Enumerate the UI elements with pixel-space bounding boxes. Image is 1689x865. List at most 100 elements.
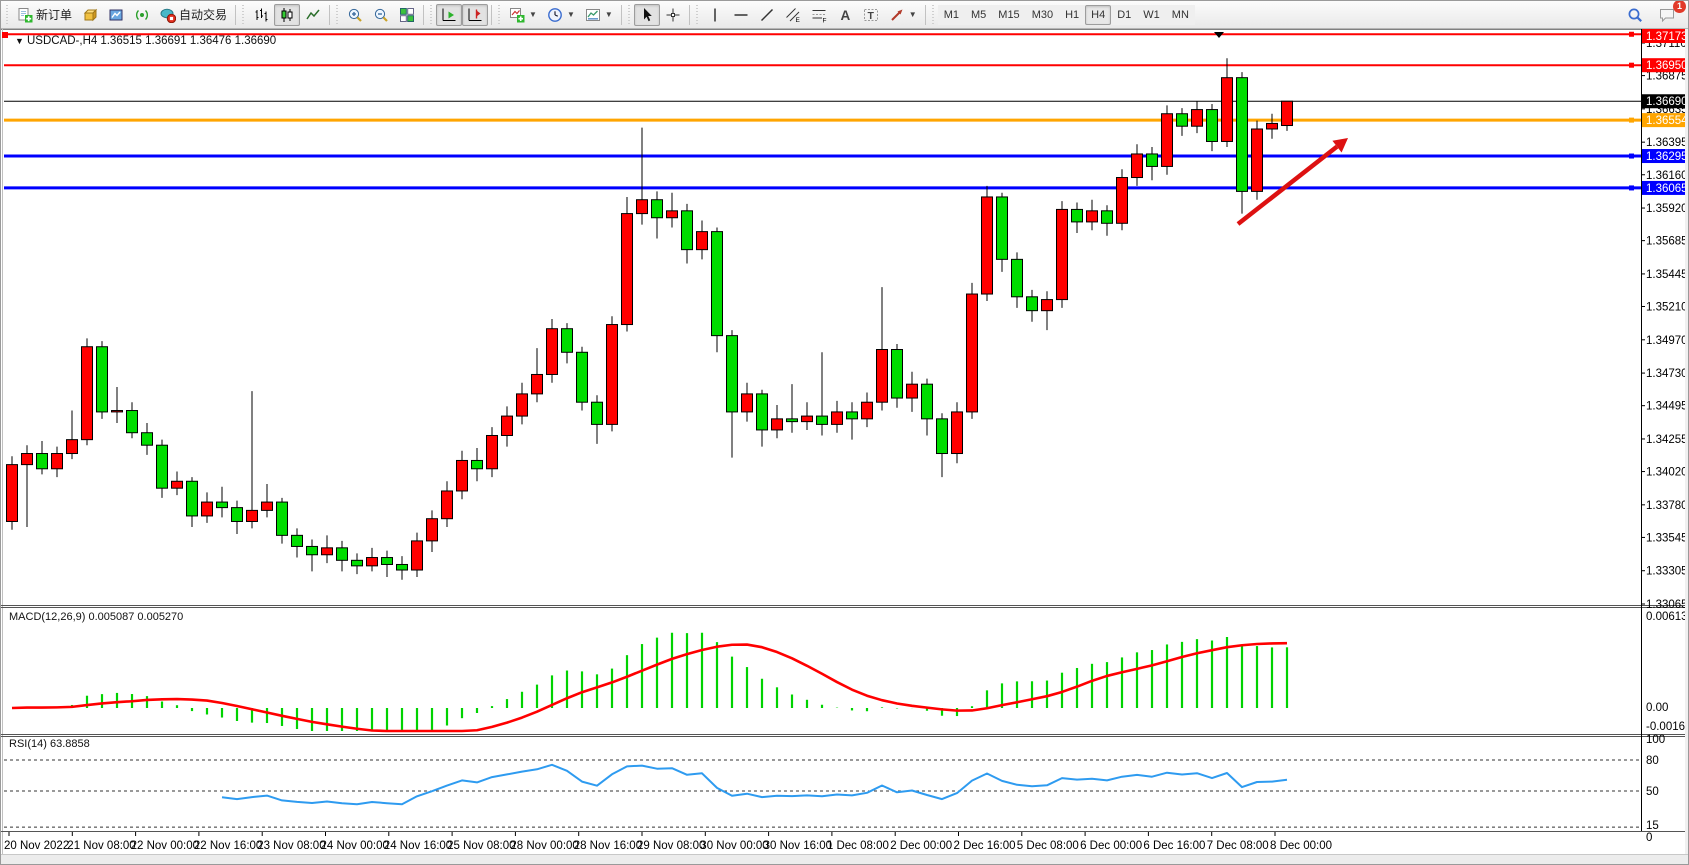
arrows-icon bbox=[891, 9, 903, 21]
candle-body bbox=[786, 418, 798, 423]
periods-button[interactable]: ▼ bbox=[542, 4, 580, 26]
candle-body bbox=[141, 432, 153, 446]
toolbar-separator bbox=[620, 4, 622, 25]
timeframe-d1[interactable]: D1 bbox=[1111, 4, 1138, 25]
price-badge-label: 1.36295 bbox=[1646, 151, 1688, 163]
candle-body bbox=[276, 501, 288, 536]
candle-body bbox=[1161, 113, 1173, 167]
candle-body bbox=[936, 418, 948, 455]
candle-body bbox=[291, 534, 303, 547]
candle-body bbox=[1086, 210, 1098, 223]
price-badge-label: 1.36690 bbox=[1646, 96, 1688, 108]
svg-text:T: T bbox=[867, 10, 874, 22]
candle-body bbox=[351, 559, 363, 567]
timeframe-m30[interactable]: M30 bbox=[1025, 4, 1060, 25]
search-button[interactable] bbox=[1622, 4, 1648, 26]
candle-body bbox=[111, 410, 123, 413]
window-bottom-edge bbox=[1, 854, 1688, 864]
time-tick-label: 24 Nov 16:00 bbox=[384, 840, 452, 852]
line-chart-button[interactable] bbox=[300, 4, 326, 26]
chart-ohlc-values: 1.36515 1.36691 1.36476 1.36690 bbox=[100, 35, 277, 47]
new-order-button[interactable]: 新订单 bbox=[12, 4, 77, 26]
candle-body bbox=[606, 324, 618, 425]
timeframe-m5[interactable]: M5 bbox=[965, 4, 993, 25]
candle-body bbox=[1266, 122, 1278, 130]
candle-body bbox=[666, 210, 678, 219]
arrows-button[interactable]: ▼ bbox=[884, 4, 922, 26]
candle-body bbox=[1236, 77, 1248, 192]
fibonacci-button[interactable]: F bbox=[806, 4, 832, 26]
price-badge-label: 1.36065 bbox=[1646, 183, 1688, 195]
chart-shift-icon bbox=[468, 8, 482, 21]
notification-badge: 1 bbox=[1673, 1, 1686, 13]
time-tick-label: 30 Nov 16:00 bbox=[764, 840, 832, 852]
bar-chart-button[interactable] bbox=[248, 4, 274, 26]
price-tick-label: 1.35685 bbox=[1646, 236, 1688, 248]
candle-body bbox=[246, 509, 258, 522]
candle-body bbox=[156, 444, 168, 489]
zoom-in-button[interactable] bbox=[342, 4, 368, 26]
trendline-button[interactable] bbox=[754, 4, 780, 26]
timeframe-m15[interactable]: M15 bbox=[992, 4, 1026, 25]
macd-axis-label: 0.006139 bbox=[1646, 611, 1689, 623]
crosshair-icon bbox=[666, 8, 680, 21]
channel-button[interactable]: E bbox=[780, 4, 806, 26]
timeframe-m1[interactable]: M1 bbox=[937, 4, 965, 25]
candle-body bbox=[411, 540, 423, 571]
hline-handle[interactable] bbox=[1629, 117, 1634, 123]
timeframe-h4[interactable]: H4 bbox=[1085, 4, 1112, 25]
candle-body bbox=[1026, 296, 1038, 312]
auto-trading-button[interactable]: 自动交易 bbox=[155, 4, 232, 26]
candle-body bbox=[981, 196, 993, 295]
indicators-button[interactable]: ▼ bbox=[504, 4, 542, 26]
tile-windows-button[interactable] bbox=[394, 4, 420, 26]
chart-shift-marker[interactable] bbox=[1214, 32, 1224, 38]
chart-cube-button[interactable] bbox=[77, 4, 103, 26]
chart-collapse-icon[interactable]: ▼ bbox=[15, 36, 24, 46]
candle-body bbox=[681, 210, 693, 251]
candle-body bbox=[1101, 210, 1113, 224]
text-button[interactable]: A bbox=[832, 4, 858, 26]
candle-body bbox=[876, 349, 888, 403]
hline-handle[interactable] bbox=[1629, 31, 1634, 37]
chat-button[interactable]: 1 bbox=[1654, 1, 1686, 26]
templates-button[interactable]: ▼ bbox=[580, 4, 618, 26]
price-badge bbox=[1642, 94, 1688, 109]
time-tick-label: 1 Dec 08:00 bbox=[827, 840, 889, 852]
candle-body bbox=[966, 293, 978, 413]
hline-handle[interactable] bbox=[1629, 153, 1634, 159]
time-tick-label: 22 Nov 00:00 bbox=[131, 840, 199, 852]
auto-scroll-button[interactable] bbox=[436, 3, 463, 26]
horizontal-line-button[interactable] bbox=[728, 4, 754, 26]
crosshair-button[interactable] bbox=[660, 4, 686, 26]
time-tick-label: 28 Nov 16:00 bbox=[574, 840, 642, 852]
candle-body bbox=[576, 351, 588, 403]
rsi-axis-label: 0 bbox=[1646, 832, 1652, 844]
hline-handle[interactable] bbox=[1629, 185, 1634, 191]
hline-handle[interactable] bbox=[1629, 62, 1634, 68]
chart-window-button[interactable] bbox=[103, 4, 129, 26]
svg-text:E: E bbox=[795, 17, 800, 23]
timeframe-mn[interactable]: MN bbox=[1165, 4, 1195, 25]
text-label-button[interactable]: T bbox=[858, 4, 884, 26]
candle-body bbox=[771, 418, 783, 431]
trend-arrow[interactable] bbox=[1236, 138, 1348, 226]
zoom-out-button[interactable] bbox=[368, 4, 394, 26]
vertical-line-button[interactable] bbox=[702, 4, 728, 26]
candle-body bbox=[471, 459, 483, 470]
signals-button[interactable] bbox=[129, 4, 155, 26]
cursor-button[interactable] bbox=[633, 3, 660, 26]
horizontal-line-objects[interactable] bbox=[4, 31, 1641, 191]
rsi-axis-label: 80 bbox=[1646, 755, 1659, 767]
price-tick-label: 1.33780 bbox=[1646, 500, 1688, 512]
timeframe-w1[interactable]: W1 bbox=[1137, 4, 1166, 25]
chart-shift-button[interactable] bbox=[462, 3, 489, 26]
new-order-icon bbox=[18, 7, 33, 22]
line-chart-icon bbox=[306, 9, 320, 19]
toolbar-group-handle bbox=[429, 4, 435, 25]
chevron-down-icon: ▼ bbox=[908, 10, 917, 19]
timeframe-h1[interactable]: H1 bbox=[1059, 4, 1086, 25]
chart-window-icon bbox=[109, 9, 123, 20]
candle-body bbox=[321, 547, 333, 556]
candlestick-button[interactable] bbox=[274, 3, 301, 26]
